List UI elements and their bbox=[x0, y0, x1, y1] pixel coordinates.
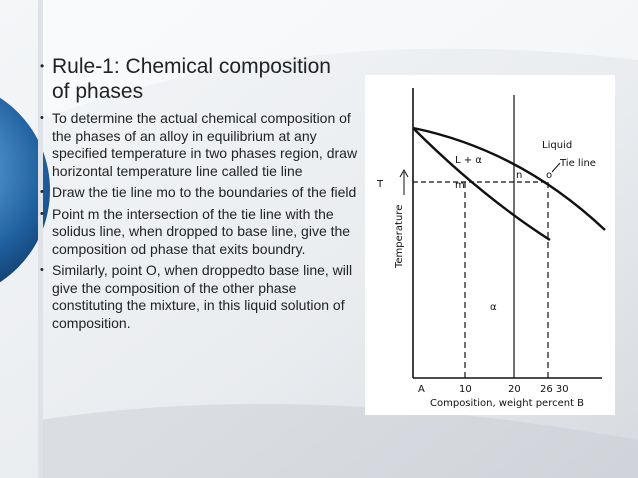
solidus bbox=[412, 127, 551, 242]
label: Liquid bbox=[542, 140, 572, 151]
label: o bbox=[546, 170, 552, 181]
x-tick-label: 20 bbox=[508, 384, 521, 395]
leader bbox=[551, 162, 561, 173]
title: Rule-1: Chemical composition of phases bbox=[40, 54, 352, 104]
label: α bbox=[490, 302, 497, 313]
x-tick-label: A bbox=[418, 384, 425, 395]
label: L + α bbox=[455, 155, 482, 166]
x-tick-label: 10 bbox=[459, 384, 472, 395]
y-axis-label: Temperature bbox=[394, 205, 405, 269]
diagram-frame bbox=[365, 75, 615, 415]
x-tick-label: 26 30 bbox=[540, 384, 569, 395]
bullet: Point m the intersection of the tie line… bbox=[40, 206, 364, 259]
bullet: To determine the actual chemical composi… bbox=[40, 110, 364, 180]
label: m bbox=[455, 180, 465, 191]
bullet-list: To determine the actual chemical composi… bbox=[40, 110, 364, 336]
bullet: Draw the tie line mo to the boundaries o… bbox=[40, 184, 364, 202]
x-axis-label: Composition, weight percent B bbox=[430, 398, 584, 409]
label: Tie line bbox=[559, 158, 596, 169]
label: T bbox=[376, 179, 384, 190]
label: n bbox=[516, 170, 522, 181]
arrow-head bbox=[399, 168, 409, 178]
bullet: Similarly, point O, when droppedto base … bbox=[40, 262, 364, 332]
